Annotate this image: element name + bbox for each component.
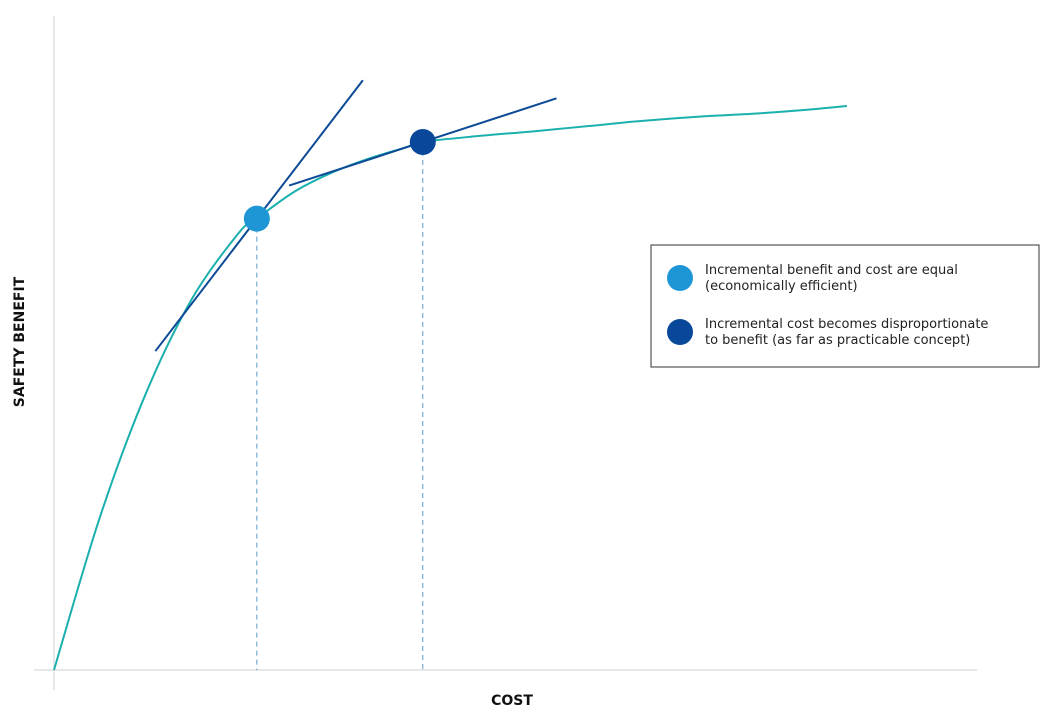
safety-benefit-curve — [53, 104, 848, 671]
x-axis-label: COST — [491, 693, 533, 706]
legend-items: Incremental benefit and cost are equal(e… — [667, 263, 988, 348]
y-axis-label: SAFETY BENEFIT — [12, 276, 28, 407]
axes — [34, 16, 977, 690]
data-points — [243, 128, 436, 232]
legend-marker — [667, 319, 693, 345]
data-point — [409, 128, 436, 155]
tangent-lines — [154, 79, 557, 352]
data-point — [243, 205, 270, 232]
legend-label: (economically efficient) — [705, 279, 858, 294]
legend: Incremental benefit and cost are equal(e… — [650, 244, 1040, 368]
legend-label: Incremental cost becomes disproportionat… — [705, 317, 988, 332]
legend-box — [650, 244, 1040, 368]
guide-lines — [256, 141, 424, 670]
legend-marker — [667, 265, 693, 291]
legend-label: Incremental benefit and cost are equal — [705, 263, 958, 278]
legend-label: to benefit (as far as practicable concep… — [705, 333, 970, 348]
